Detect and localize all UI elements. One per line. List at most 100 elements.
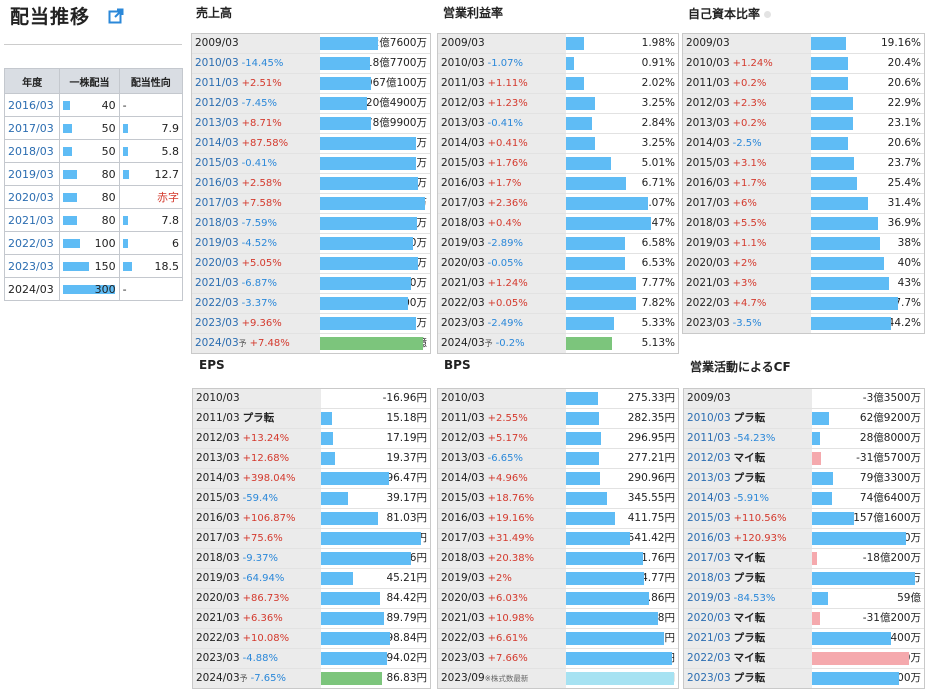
year-cell: 2016/03 +120.93% — [684, 529, 812, 548]
metric-value: 81.03円 — [386, 512, 427, 524]
metric-row: 2014/03 -2.5% 20.6% — [683, 134, 924, 154]
metric-row: 2023/03プラ転322億7200万 — [684, 669, 924, 688]
payout-value: 18.5 — [154, 259, 180, 273]
year-link[interactable]: 2020/03 — [687, 612, 731, 624]
year-label: 2010/03 — [686, 57, 730, 69]
year-link[interactable]: 2010/03 — [687, 412, 731, 424]
metric-table-sales: 2009/03 2242億7600万 2010/03 -14.45% 1918億7700… — [191, 33, 431, 354]
year-cell: 2010/03 -14.45% — [192, 54, 320, 73]
metric-row: 2014/03 -5.91% 74億6400万 — [684, 489, 924, 509]
value-bar — [320, 177, 418, 190]
metric-value: 345.55円 — [627, 492, 675, 504]
dividend-year-link[interactable]: 2022/03 — [3, 231, 61, 255]
value-cell: -31億200万 — [812, 609, 924, 628]
dividend-year-link[interactable]: 2021/03 — [3, 208, 61, 232]
metric-value: 1.98% — [641, 37, 675, 49]
year-link[interactable]: 2018/03 — [687, 572, 731, 584]
dividend-year-link[interactable]: 2018/03 — [3, 139, 61, 163]
value-bar — [566, 672, 674, 685]
year-cell: 2022/03 -3.37% — [192, 294, 320, 313]
year-cell: 2016/03 +1.7% — [683, 174, 811, 193]
metric-value: 2.84% — [641, 117, 675, 129]
year-link[interactable]: 2023/03 — [195, 317, 239, 329]
value-bar — [566, 37, 584, 50]
year-link[interactable]: 2014/03 — [195, 137, 239, 149]
year-link[interactable]: 2011/03 — [195, 77, 239, 89]
year-link[interactable]: 2011/03 — [687, 432, 731, 444]
yoy-change: +6.03% — [487, 593, 528, 604]
year-link[interactable]: 2015/03 — [687, 512, 731, 524]
metric-value: 28億8000万 — [859, 432, 921, 444]
year-link[interactable]: 2019/03 — [687, 592, 731, 604]
year-label: 2013/03 — [441, 117, 485, 129]
yoy-change: +398.04% — [242, 473, 296, 484]
sign-change-tag: プラ転 — [242, 412, 275, 424]
year-link[interactable]: 2022/03 — [687, 652, 731, 664]
year-link[interactable]: 2010/03 — [195, 57, 239, 69]
year-label: 2020/03 — [441, 257, 485, 269]
yoy-change: -14.45% — [241, 58, 284, 69]
year-link[interactable]: 2022/03 — [195, 297, 239, 309]
year-label: 2021/03 — [196, 612, 240, 624]
metric-value: 45.21円 — [386, 572, 427, 584]
yoy-change: +110.56% — [733, 513, 787, 524]
value-bar — [812, 412, 829, 425]
year-link[interactable]: 2014/03 — [687, 492, 731, 504]
metric-row: 2010/03 275.33円 — [438, 389, 678, 409]
year-link[interactable]: 2023/03 — [687, 672, 731, 684]
year-link[interactable]: 2013/03 — [195, 117, 239, 129]
dividend-year-link[interactable]: 2020/03 — [3, 185, 61, 209]
payout-cell: 12.7 — [118, 162, 184, 186]
dividend-year-link[interactable]: 2016/03 — [3, 93, 61, 117]
section-title-sales: 売上高 — [196, 4, 232, 21]
year-cell: 2023/09※株式数最新 — [438, 669, 566, 688]
payout-bar — [122, 216, 128, 225]
payout-cell: 7.8 — [118, 208, 184, 232]
value-cell: -31億5700万 — [812, 449, 924, 468]
year-label: 2023/09 — [441, 672, 485, 684]
metric-value: 6.58% — [641, 237, 675, 249]
external-link-icon[interactable] — [108, 8, 124, 24]
year-link[interactable]: 2013/03 — [687, 472, 731, 484]
metric-value: 6.53% — [641, 257, 675, 269]
dividend-year-link[interactable]: 2019/03 — [3, 162, 61, 186]
year-label: 2021/03 — [441, 277, 485, 289]
year-link[interactable]: 2017/03 — [687, 552, 731, 564]
year-link[interactable]: 2016/03 — [195, 177, 239, 189]
year-link[interactable]: 2015/03 — [195, 157, 239, 169]
year-link[interactable]: 2021/03 — [195, 277, 239, 289]
metric-row: 2024/03予 -0.2% 5.13% — [438, 334, 678, 353]
yoy-change: +6% — [732, 198, 757, 209]
year-link[interactable]: 2021/03 — [687, 632, 731, 644]
dividend-year-link[interactable]: 2017/03 — [3, 116, 61, 140]
year-cell: 2022/03 +6.61% — [438, 629, 566, 648]
year-cell: 2022/03 マイ転 — [684, 649, 812, 668]
section-title-oprate: 営業利益率 — [443, 4, 503, 21]
value-cell: 1.98% — [566, 34, 678, 53]
value-cell: 296.95円 — [566, 429, 678, 448]
value-cell: -18億200万 — [812, 549, 924, 568]
dividend-cell: *300 — [59, 277, 120, 301]
year-cell: 2014/03 -5.91% — [684, 489, 812, 508]
year-link[interactable]: 2019/03 — [195, 237, 239, 249]
year-cell: 2016/03 +2.58% — [192, 174, 320, 193]
year-cell: 2023/03 プラ転 — [684, 669, 812, 688]
metric-value: 22.9% — [887, 97, 921, 109]
metric-row: 2019/03-4.52%3599億7100万 — [192, 234, 430, 254]
year-label: 2018/03 — [196, 552, 240, 564]
value-bar — [566, 297, 636, 310]
metric-row: 2010/03 -1.07% 0.91% — [438, 54, 678, 74]
year-link[interactable]: 2012/03 — [195, 97, 239, 109]
year-link[interactable]: 2020/03 — [195, 257, 239, 269]
year-link[interactable]: 2018/03 — [195, 217, 239, 229]
year-link[interactable]: 2012/03 — [687, 452, 731, 464]
metric-row: 2021/03+10.98%782.28円 — [438, 609, 678, 629]
metric-value: 20.6% — [887, 137, 921, 149]
year-link[interactable]: 2016/03 — [687, 532, 731, 544]
value-cell: 9.07% — [566, 194, 678, 213]
metric-value: 36.9% — [887, 217, 921, 229]
yoy-change: -54.23% — [733, 433, 776, 444]
dividend-year-link[interactable]: 2023/03 — [3, 254, 61, 278]
year-link[interactable]: 2024/03 — [195, 337, 239, 349]
year-link[interactable]: 2017/03 — [195, 197, 239, 209]
